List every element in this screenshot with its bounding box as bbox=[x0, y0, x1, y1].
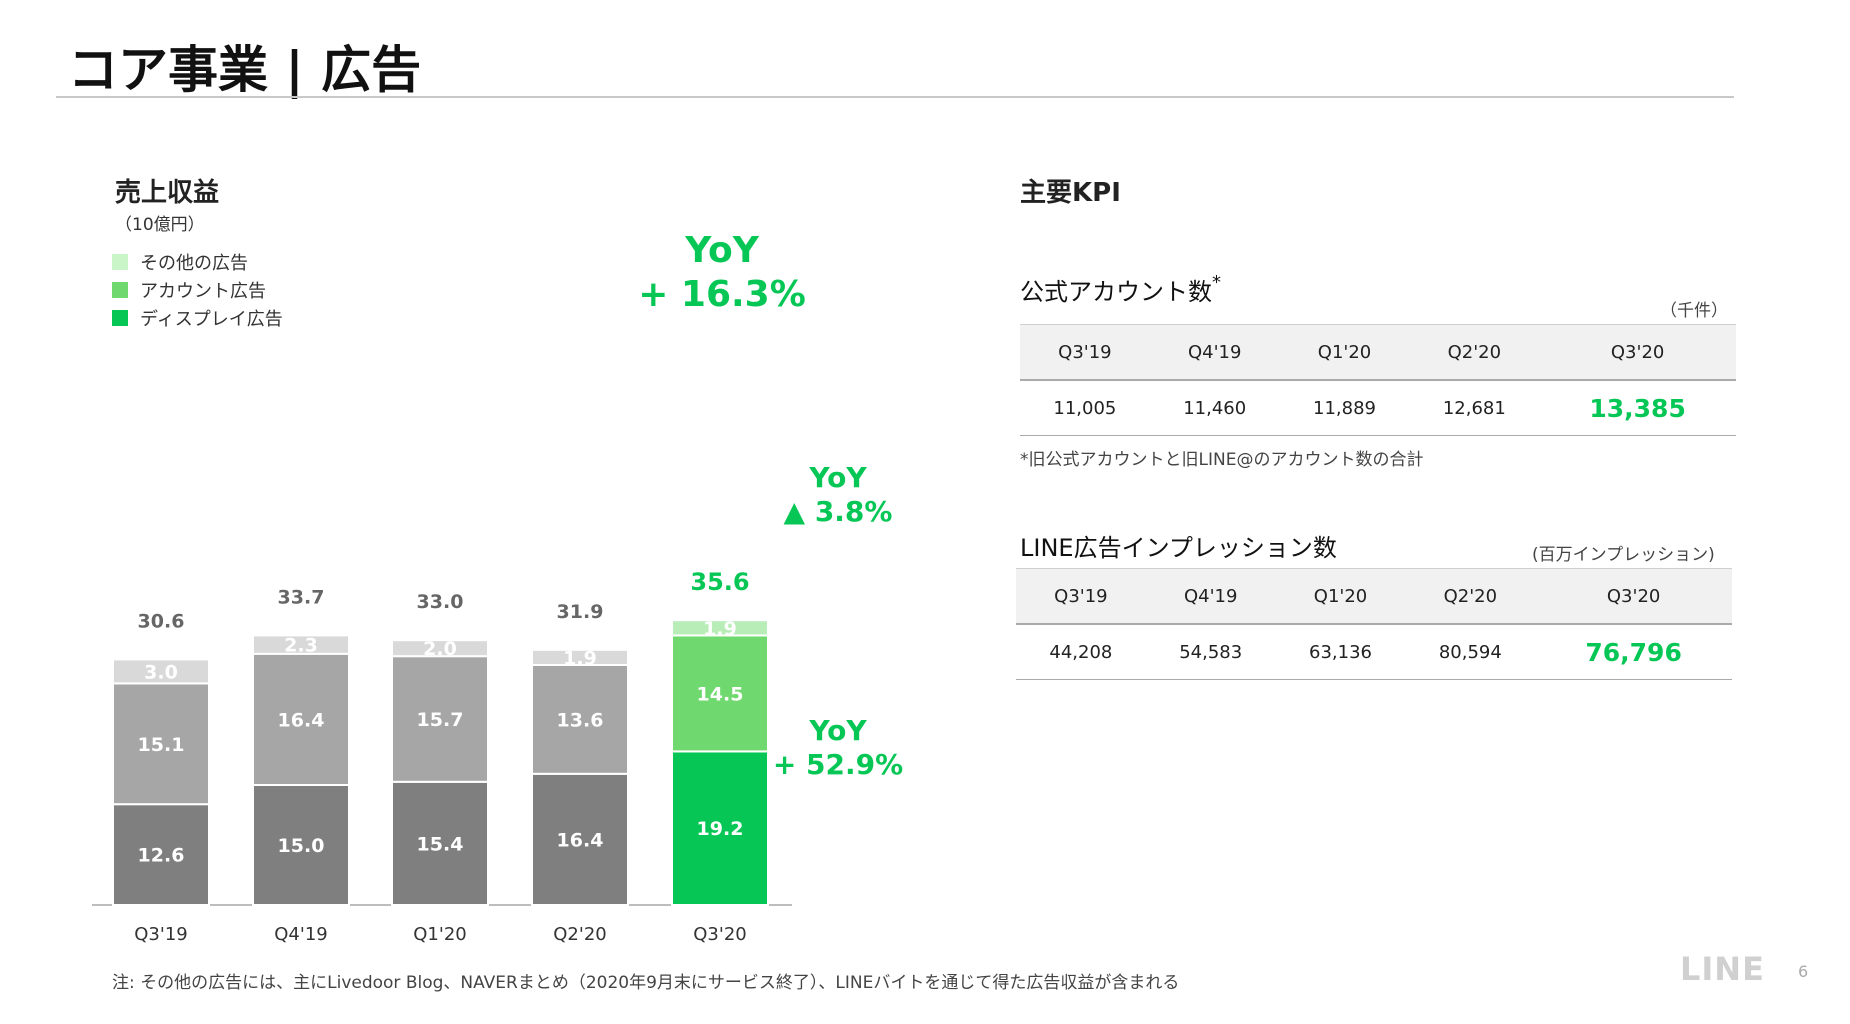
legend-item-other: その他の広告 bbox=[112, 248, 283, 276]
segment-label: 1.9 bbox=[563, 647, 597, 669]
line-logo: LINE bbox=[1680, 950, 1765, 988]
segment-label: 15.7 bbox=[417, 709, 464, 731]
table-row: 11,005 11,460 11,889 12,681 13,385 bbox=[1020, 380, 1736, 436]
display-yoy-annotation: YoY bbox=[808, 714, 867, 747]
table-cell: 12,681 bbox=[1409, 380, 1540, 436]
table-header-row: Q3'19 Q4'19 Q1'20 Q2'20 Q3'20 bbox=[1020, 324, 1736, 381]
legend-label-account: アカウント広告 bbox=[140, 281, 266, 302]
x-tick-label: Q3'20 bbox=[693, 924, 746, 945]
bar-segment bbox=[391, 639, 489, 658]
total-label: 33.0 bbox=[417, 591, 464, 613]
table-cell: 11,889 bbox=[1279, 380, 1410, 436]
page-number: 6 bbox=[1798, 962, 1809, 981]
account-yoy-annotation: ▲ 3.8% bbox=[784, 495, 893, 528]
table-cell: 80,594 bbox=[1405, 624, 1536, 680]
segment-label: 1.9 bbox=[703, 618, 737, 640]
table-cell: 63,136 bbox=[1275, 624, 1406, 680]
table-header-cell: Q3'19 bbox=[1016, 568, 1146, 625]
segment-label: 14.5 bbox=[697, 683, 744, 705]
chart-unit: （10億円） bbox=[115, 215, 205, 235]
bar-segment bbox=[531, 664, 629, 775]
total-label: 31.9 bbox=[557, 601, 604, 623]
official-accounts-label: 公式アカウント数* bbox=[1020, 272, 1221, 307]
impressions-table-wrap: Q3'19 Q4'19 Q1'20 Q2'20 Q3'20 44,208 54,… bbox=[1016, 568, 1732, 680]
chart-title: 売上収益 bbox=[115, 178, 220, 208]
bar-segment bbox=[671, 619, 769, 637]
table-header-cell: Q1'20 bbox=[1275, 568, 1406, 625]
bar-segment bbox=[391, 780, 489, 906]
bar-segment bbox=[531, 648, 629, 666]
bar-segment bbox=[671, 750, 769, 907]
segment-label: 2.3 bbox=[284, 635, 318, 657]
x-tick-label: Q2'20 bbox=[553, 924, 606, 945]
bar-segment bbox=[252, 634, 350, 655]
bar-segment bbox=[391, 655, 489, 783]
segment-label: 15.4 bbox=[417, 833, 464, 855]
segment-label: 15.0 bbox=[278, 835, 325, 857]
bar-segment bbox=[671, 634, 769, 753]
bar-segment bbox=[531, 772, 629, 906]
segment-label: 13.6 bbox=[557, 709, 604, 731]
table-row: 44,208 54,583 63,136 80,594 76,796 bbox=[1016, 624, 1732, 680]
table-header-cell: Q1'20 bbox=[1279, 324, 1410, 381]
impressions-unit: (百万インプレッション) bbox=[1532, 545, 1715, 565]
legend-swatch-other bbox=[112, 254, 128, 270]
total-label: 30.6 bbox=[138, 610, 185, 632]
table-header-row: Q3'19 Q4'19 Q1'20 Q2'20 Q3'20 bbox=[1016, 568, 1732, 625]
segment-label: 16.4 bbox=[557, 829, 604, 851]
total-yoy-annotation: YoY bbox=[684, 230, 759, 271]
segment-label: 12.6 bbox=[138, 845, 185, 867]
legend-label-other: その他の広告 bbox=[140, 253, 248, 274]
x-tick-label: Q1'20 bbox=[413, 924, 466, 945]
kpi-title: 主要KPI bbox=[1020, 178, 1121, 208]
segment-label: 19.2 bbox=[697, 818, 744, 840]
table-cell-highlight: 76,796 bbox=[1535, 624, 1732, 680]
table-cell: 44,208 bbox=[1016, 624, 1146, 680]
display-yoy-annotation: + 52.9% bbox=[773, 748, 903, 781]
table-cell: 11,460 bbox=[1149, 380, 1280, 436]
footnote: 注: その他の広告には、主にLivedoor Blog、NAVERまとめ（202… bbox=[112, 973, 1180, 993]
bar-segment bbox=[112, 682, 210, 806]
revenue-stacked-bar-chart: 12.6 15.1 3.0 30.6 Q3'19 15.0 16.4 2.3 33.7 Q4'19… bbox=[92, 230, 903, 945]
segment-label: 2.0 bbox=[423, 638, 457, 660]
legend-label-display: ディスプレイ広告 bbox=[140, 309, 283, 330]
total-yoy-annotation: + 16.3% bbox=[638, 274, 806, 315]
impressions-table: Q3'19 Q4'19 Q1'20 Q2'20 Q3'20 44,208 54,… bbox=[1016, 568, 1732, 680]
chart-legend: その他の広告 アカウント広告 ディスプレイ広告 bbox=[112, 248, 283, 332]
title-divider bbox=[56, 96, 1734, 98]
legend-item-display: ディスプレイ広告 bbox=[112, 304, 283, 332]
table-header-cell: Q2'20 bbox=[1405, 568, 1536, 625]
legend-swatch-account bbox=[112, 282, 128, 298]
legend-item-account: アカウント広告 bbox=[112, 276, 283, 304]
table-header-cell: Q3'19 bbox=[1020, 324, 1150, 381]
total-label: 35.6 bbox=[690, 568, 749, 596]
bar-segment bbox=[112, 658, 210, 685]
impressions-label: LINE広告インプレッション数 bbox=[1020, 534, 1337, 562]
official-accounts-table: Q3'19 Q4'19 Q1'20 Q2'20 Q3'20 11,005 11,… bbox=[1020, 324, 1736, 436]
table-cell-highlight: 13,385 bbox=[1539, 380, 1736, 436]
table-cell: 11,005 bbox=[1020, 380, 1150, 436]
total-label: 33.7 bbox=[278, 586, 325, 608]
official-accounts-label-text: 公式アカウント数 bbox=[1020, 278, 1212, 306]
legend-swatch-display bbox=[112, 310, 128, 326]
segment-label: 3.0 bbox=[144, 661, 178, 683]
segment-label: 15.1 bbox=[138, 734, 185, 756]
table-header-cell: Q4'19 bbox=[1149, 324, 1280, 381]
x-tick-label: Q3'19 bbox=[134, 924, 187, 945]
x-tick-label: Q4'19 bbox=[274, 924, 327, 945]
bar-segment bbox=[252, 784, 350, 906]
table-header-cell: Q2'20 bbox=[1409, 324, 1540, 381]
official-accounts-table-wrap: Q3'19 Q4'19 Q1'20 Q2'20 Q3'20 11,005 11,… bbox=[1020, 324, 1736, 436]
table-header-cell: Q4'19 bbox=[1145, 568, 1276, 625]
account-yoy-annotation: YoY bbox=[808, 461, 867, 494]
bar-segment bbox=[252, 652, 350, 786]
official-accounts-unit: （千件） bbox=[1660, 301, 1728, 321]
official-accounts-label-mark: * bbox=[1212, 272, 1221, 293]
page-title: コア事業 | 広告 bbox=[68, 41, 422, 99]
table-cell: 54,583 bbox=[1145, 624, 1276, 680]
table-header-cell: Q3'20 bbox=[1539, 324, 1736, 381]
segment-label: 16.4 bbox=[278, 709, 325, 731]
table-header-cell: Q3'20 bbox=[1535, 568, 1732, 625]
kpi-note: *旧公式アカウントと旧LINE@のアカウント数の合計 bbox=[1020, 450, 1424, 470]
